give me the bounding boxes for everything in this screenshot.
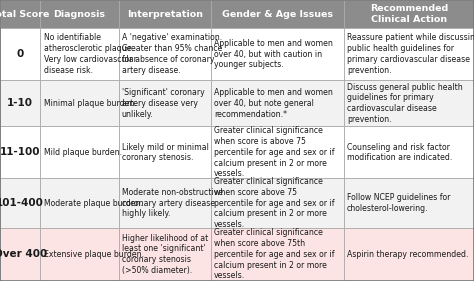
Text: Recommended
Clinical Action: Recommended Clinical Action	[370, 4, 448, 24]
Text: Higher likelihood of at
least one 'significant'
coronary stenosis
(>50% diameter: Higher likelihood of at least one 'signi…	[122, 234, 208, 275]
Bar	[211, 80, 344, 126]
Text: No identifiable
atherosclerotic plaque.
Very low cardiovascular
disease risk.: No identifiable atherosclerotic plaque. …	[44, 33, 137, 75]
Text: Moderate plaque burden.: Moderate plaque burden.	[44, 198, 143, 208]
Text: Applicable to men and women
over 40, but with caution in
younger subjects.: Applicable to men and women over 40, but…	[214, 39, 333, 69]
Bar	[118, 0, 211, 28]
Bar	[40, 228, 118, 281]
Bar	[118, 28, 211, 80]
Text: Minimal plaque burden.: Minimal plaque burden.	[44, 99, 137, 108]
Text: 1-10: 1-10	[7, 98, 33, 108]
Text: Likely mild or minimal
coronary stenosis.: Likely mild or minimal coronary stenosis…	[122, 142, 209, 162]
Text: Discuss general public health
guidelines for primary
cardiovascular disease
prev: Discuss general public health guidelines…	[347, 83, 463, 124]
Text: Total Score: Total Score	[0, 10, 50, 19]
Bar	[40, 0, 118, 28]
Text: Gender & Age Issues: Gender & Age Issues	[222, 10, 333, 19]
Bar	[0, 28, 40, 80]
Text: 11-100: 11-100	[0, 148, 40, 157]
Bar	[211, 178, 344, 228]
Text: 0: 0	[17, 49, 24, 59]
Text: Counseling and risk factor
modification are indicated.: Counseling and risk factor modification …	[347, 142, 452, 162]
Text: Greater clinical significance
when score above 75
percentile for age and sex or : Greater clinical significance when score…	[214, 177, 335, 229]
Text: Extensive plaque burden.: Extensive plaque burden.	[44, 250, 144, 259]
Text: Aspirin therapy recommended.: Aspirin therapy recommended.	[347, 250, 468, 259]
Bar	[118, 80, 211, 126]
Bar	[211, 126, 344, 178]
Text: Mild plaque burden.: Mild plaque burden.	[44, 148, 122, 157]
Bar	[344, 0, 474, 28]
Bar	[40, 28, 118, 80]
Text: 'Significant' coronary
artery disease very
unlikely.: 'Significant' coronary artery disease ve…	[122, 88, 205, 119]
Bar	[211, 28, 344, 80]
Bar	[118, 178, 211, 228]
Text: Greater clinical significance
when score above 75th
percentile for age and sex o: Greater clinical significance when score…	[214, 228, 335, 280]
Bar	[0, 178, 40, 228]
Text: Interpretation: Interpretation	[127, 10, 203, 19]
Bar	[344, 28, 474, 80]
Bar	[344, 228, 474, 281]
Bar	[0, 228, 40, 281]
Bar	[211, 0, 344, 28]
Bar	[0, 126, 40, 178]
Bar	[40, 80, 118, 126]
Bar	[118, 228, 211, 281]
Bar	[211, 228, 344, 281]
Bar	[0, 80, 40, 126]
Bar	[118, 126, 211, 178]
Bar	[40, 126, 118, 178]
Bar	[0, 0, 40, 28]
Text: Diagnosis: Diagnosis	[54, 10, 105, 19]
Bar	[344, 80, 474, 126]
Text: Applicable to men and women
over 40, but note general
recommendation.*: Applicable to men and women over 40, but…	[214, 88, 333, 119]
Text: Follow NCEP guidelines for
cholesterol-lowering.: Follow NCEP guidelines for cholesterol-l…	[347, 193, 450, 213]
Text: 101-400: 101-400	[0, 198, 44, 208]
Text: A 'negative' examination.
Greater than 95% chance
for absence of coronary
artery: A 'negative' examination. Greater than 9…	[122, 33, 222, 75]
Bar	[40, 178, 118, 228]
Bar	[344, 126, 474, 178]
Text: Moderate non-obstructive
coronary artery disease
highly likely.: Moderate non-obstructive coronary artery…	[122, 188, 223, 218]
Bar	[344, 178, 474, 228]
Text: Reassure patient while discussing
public health guidelines for
primary cardiovas: Reassure patient while discussing public…	[347, 33, 474, 75]
Text: Greater clinical significance
when score is above 75
percentile for age and sex : Greater clinical significance when score…	[214, 126, 335, 178]
Text: Over 400: Over 400	[0, 249, 47, 259]
